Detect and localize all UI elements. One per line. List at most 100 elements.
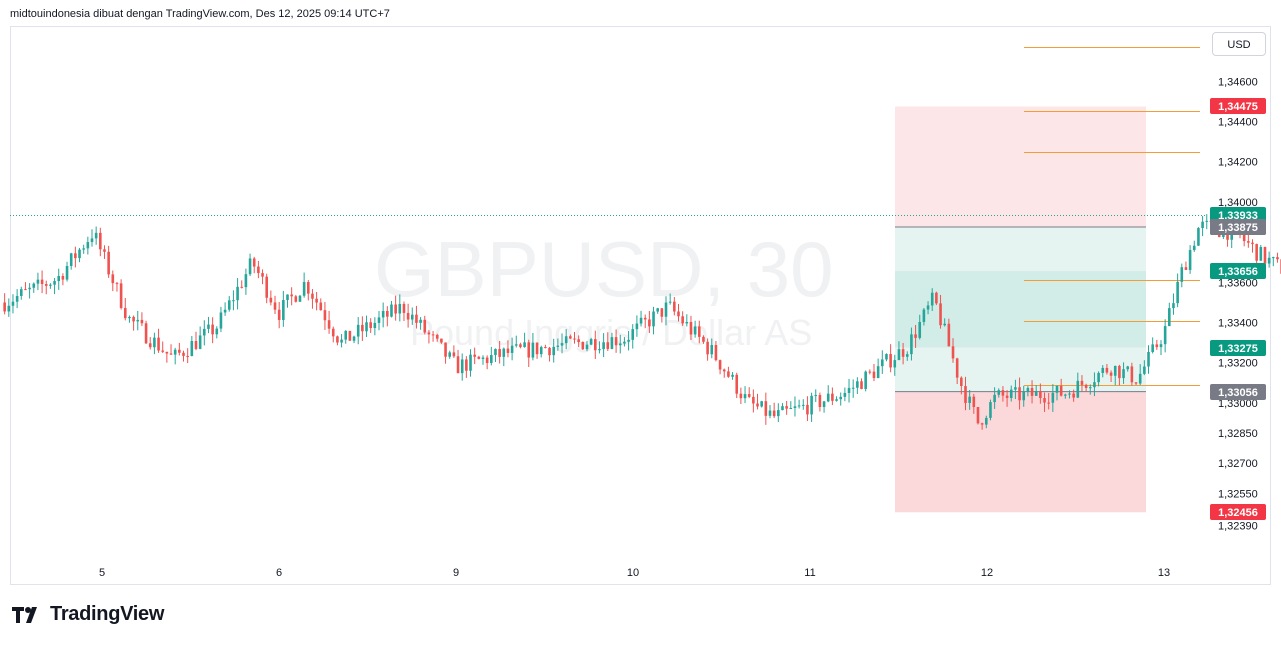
candle-body: [777, 410, 780, 417]
candle-body: [523, 342, 526, 348]
tradingview-logo[interactable]: TradingView: [12, 603, 164, 626]
candle-body: [1039, 391, 1042, 399]
candle-body: [1159, 344, 1163, 348]
candle-body: [94, 232, 98, 239]
candle-body: [415, 314, 418, 323]
price-tick-label: 1,32550: [1218, 488, 1258, 500]
candle-body: [298, 295, 302, 302]
candle-body: [232, 300, 235, 302]
candle-body: [24, 289, 27, 291]
candle-body: [123, 307, 127, 319]
candle-body: [668, 301, 672, 303]
candle-body: [885, 354, 888, 360]
candle-body: [319, 302, 323, 311]
candle-body: [822, 401, 826, 408]
candle-body: [685, 322, 689, 324]
candle-body: [918, 321, 922, 338]
currency-button[interactable]: USD: [1212, 32, 1266, 56]
candle-body: [785, 406, 788, 409]
candle-body: [178, 349, 181, 353]
candle-body: [706, 341, 709, 355]
candle-body: [818, 395, 822, 408]
candle-body: [427, 332, 431, 335]
candle-body: [1267, 257, 1271, 264]
candle-body: [128, 316, 131, 319]
candle-body: [856, 381, 859, 388]
candle-body: [490, 355, 493, 364]
candle-body: [1147, 351, 1150, 367]
candle-body: [107, 251, 110, 275]
candle-body: [1155, 344, 1159, 348]
candle-body: [835, 399, 838, 401]
candle-body: [548, 347, 551, 356]
candle-body: [286, 294, 289, 301]
candle-body: [444, 342, 447, 357]
candle-body: [452, 352, 456, 357]
price-tick-label: 1,33600: [1218, 277, 1258, 289]
candle-body: [806, 404, 809, 415]
candle-body: [544, 347, 547, 349]
candle-body: [552, 346, 556, 356]
candle-body: [872, 371, 876, 379]
candle-body: [797, 405, 801, 407]
candle-body: [577, 339, 580, 342]
candle-body: [1064, 394, 1067, 396]
candle-body: [519, 344, 522, 348]
candle-body: [1188, 250, 1192, 270]
candle-body: [635, 323, 639, 330]
candle-body: [781, 406, 784, 411]
horizontal-levels[interactable]: [1024, 47, 1200, 386]
candle-body: [527, 342, 531, 358]
candle-body: [1072, 393, 1075, 398]
candle-body: [356, 324, 360, 337]
candle-body: [739, 393, 743, 399]
candle-body: [598, 349, 601, 351]
candle-body: [236, 286, 239, 301]
candle-body: [402, 303, 406, 313]
candle-body: [968, 396, 971, 403]
candle-body: [74, 253, 77, 259]
candle-body: [926, 305, 930, 310]
time-tick-label: 6: [276, 567, 282, 579]
candle-body: [689, 322, 693, 335]
candle-body: [277, 309, 281, 320]
candle-body: [394, 304, 397, 314]
candle-body: [252, 258, 256, 267]
candle-body: [905, 354, 909, 357]
candle-body: [78, 249, 81, 259]
candle-body: [485, 357, 489, 364]
candle-body: [57, 276, 61, 282]
candle-body: [980, 423, 984, 425]
candle-body: [306, 282, 310, 294]
candle-body: [1068, 393, 1071, 395]
candle-body: [369, 322, 372, 329]
time-tick-label: 9: [453, 567, 459, 579]
candle-body: [851, 387, 855, 389]
candle-body: [693, 326, 697, 335]
candle-body: [801, 404, 805, 406]
candle-body: [1255, 244, 1258, 261]
candle-body: [348, 330, 352, 341]
candle-body: [219, 312, 223, 329]
time-axis[interactable]: 5 6 9 10 11 12 13: [99, 567, 1170, 579]
candle-body: [494, 348, 497, 356]
candle-body: [165, 351, 169, 354]
price-tag-stop-loss: [1210, 98, 1266, 114]
position-zones[interactable]: [895, 106, 1146, 513]
candle-body: [677, 311, 680, 317]
price-axis[interactable]: 1,34600 1,34400 1,34200 1,34000 1,33600 1,334…: [1218, 76, 1258, 532]
price-tick-label: 1,33200: [1218, 358, 1258, 370]
candle-body: [1101, 367, 1105, 373]
candle-body: [831, 393, 834, 401]
candle-body: [881, 359, 884, 367]
candle-body: [1009, 389, 1013, 398]
candle-body: [1113, 365, 1117, 376]
candle-body: [535, 342, 539, 355]
candle-body: [32, 283, 36, 288]
target-zone-1: [895, 227, 1146, 272]
candle-body: [340, 339, 343, 343]
candle-body: [419, 319, 422, 323]
candle-body: [1126, 366, 1130, 370]
candle-body: [103, 249, 106, 252]
